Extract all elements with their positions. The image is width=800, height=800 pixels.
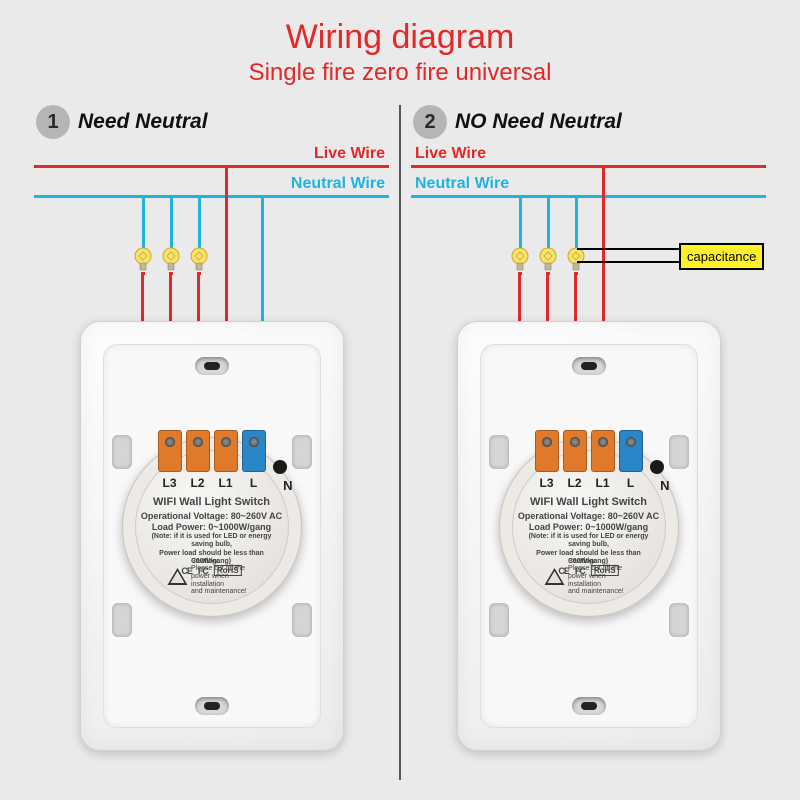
load-neutral-wire	[170, 195, 173, 249]
load-neutral-wire	[547, 195, 550, 249]
bulb-icon	[566, 247, 586, 267]
side-clip-icon	[669, 603, 689, 637]
sub-title: Single fire zero fire universal	[0, 59, 800, 87]
caution-row: Caution: Please cut off thepower when in…	[167, 558, 256, 596]
terminal-label: L2	[563, 476, 587, 490]
neutral-wire	[411, 195, 766, 198]
side-clip-icon	[112, 435, 132, 469]
load-neutral-wire	[198, 195, 201, 249]
warning-triangle-icon	[167, 568, 187, 585]
terminal-block	[158, 430, 266, 472]
n-label: N	[283, 478, 292, 493]
screw-slot-icon	[195, 697, 229, 715]
live-wire-label: Live Wire	[415, 145, 486, 163]
side-clip-icon	[489, 435, 509, 469]
terminal-label: L	[619, 476, 643, 490]
warning-triangle-icon	[544, 568, 564, 585]
terminal-label: L2	[186, 476, 210, 490]
wires-area: Live Wire Neutral Wire	[34, 147, 389, 317]
bulb-icon	[161, 247, 181, 267]
capacitance-box: capacitance	[679, 243, 764, 270]
terminal-label: L1	[591, 476, 615, 490]
panel-need-neutral: 1 Need Neutral Live Wire Neutral Wire	[30, 105, 393, 780]
neutral-wire-label: Neutral Wire	[291, 175, 385, 193]
module-spec-text: WIFI Wall Light Switch Operational Volta…	[141, 496, 283, 566]
live-wire	[34, 165, 389, 168]
terminal-label: L3	[535, 476, 559, 490]
load-neutral-wire	[575, 195, 578, 249]
panel-label: NO Need Neutral	[455, 110, 622, 134]
switch-device: L3 L2 L1 L N WIFI Wall Light Switch Operati…	[457, 321, 721, 751]
side-clip-icon	[669, 435, 689, 469]
load-neutral-wire	[142, 195, 145, 249]
side-clip-icon	[112, 603, 132, 637]
panel-no-need-neutral: 2 NO Need Neutral Live Wire Neutral Wire…	[407, 105, 770, 780]
switch-module: L3 L2 L1 L N WIFI Wall Light Switch Operati…	[499, 437, 679, 617]
bulb-icon	[133, 247, 153, 267]
n-label: N	[660, 478, 669, 493]
main-title: Wiring diagram	[0, 18, 800, 57]
n-terminal-dot	[273, 460, 287, 474]
terminal-label: L1	[214, 476, 238, 490]
screw-slot-icon	[195, 357, 229, 375]
caution-row: Caution: Please cut off thepower when in…	[544, 558, 633, 596]
side-clip-icon	[292, 603, 312, 637]
bulb-icon	[510, 247, 530, 267]
bulb-icon	[189, 247, 209, 267]
live-wire	[411, 165, 766, 168]
panel-number-badge: 2	[413, 105, 447, 139]
load-neutral-wire	[519, 195, 522, 249]
neutral-wire-label: Neutral Wire	[415, 175, 509, 193]
screw-slot-icon	[572, 697, 606, 715]
wires-area: Live Wire Neutral Wire capacitance	[411, 147, 766, 317]
terminal-label: L	[242, 476, 266, 490]
terminal-label: L3	[158, 476, 182, 490]
neutral-wire	[34, 195, 389, 198]
switch-device: L3 L2 L1 L N WIFI Wall Light Switch Operati…	[80, 321, 344, 751]
terminal-block	[535, 430, 643, 472]
side-clip-icon	[489, 603, 509, 637]
side-clip-icon	[292, 435, 312, 469]
module-spec-text: WIFI Wall Light Switch Operational Volta…	[518, 496, 660, 566]
live-wire-label: Live Wire	[314, 145, 385, 163]
panel-label: Need Neutral	[78, 110, 208, 134]
panels-container: 1 Need Neutral Live Wire Neutral Wire	[30, 105, 770, 780]
center-divider	[399, 105, 401, 780]
bulb-icon	[538, 247, 558, 267]
panel-number-badge: 1	[36, 105, 70, 139]
switch-module: L3 L2 L1 L N WIFI Wall Light Switch Operati…	[122, 437, 302, 617]
screw-slot-icon	[572, 357, 606, 375]
n-terminal-dot	[650, 460, 664, 474]
